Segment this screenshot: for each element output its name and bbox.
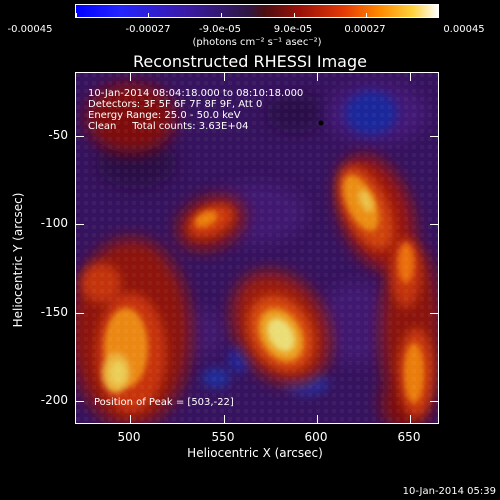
info-detectors: Detectors: 3F 5F 6F 7F 8F 9F, Att 0 [88, 99, 263, 110]
peak-position-text: Position of Peak = [503,-22] [94, 397, 234, 408]
y-tick-label: -100 [40, 216, 68, 230]
info-time-range: 10-Jan-2014 08:04:18.000 to 08:10:18.000 [88, 88, 304, 99]
colorbar-tick-label: 0.00027 [344, 24, 386, 35]
solar-image-plot: 10-Jan-2014 08:04:18.000 to 08:10:18.000… [75, 72, 439, 424]
colorbar-units: (photons cm⁻² s⁻¹ asec⁻²) [192, 37, 322, 48]
info-clean-counts: Clean Total counts: 3.63E+04 [88, 121, 249, 132]
y-axis-label: Heliocentric Y (arcsec) [11, 192, 25, 328]
colorbar [75, 4, 439, 18]
y-tick-label: -150 [40, 305, 68, 319]
x-tick-label: 650 [397, 430, 421, 444]
x-axis-label: Heliocentric X (arcsec) [187, 446, 323, 460]
colorbar-tick-label: 0.00045 [443, 24, 485, 35]
x-tick-label: 600 [304, 430, 328, 444]
info-energy-range: Energy Range: 25.0 - 50.0 keV [88, 110, 241, 121]
x-tick-label: 500 [117, 430, 141, 444]
colorbar-tick-label: -0.00045 [7, 24, 53, 35]
heatmap-image [76, 73, 438, 423]
plot-title: Reconstructed RHESSI Image [133, 52, 367, 71]
colorbar-tick-label: -0.00027 [125, 24, 171, 35]
x-tick-label: 550 [211, 430, 235, 444]
colorbar-tick-label: 9.0e-05 [273, 24, 313, 35]
y-tick-label: -200 [40, 393, 68, 407]
footer-timestamp: 10-Jan-2014 05:39 [402, 486, 496, 497]
y-tick-label: -50 [48, 128, 68, 142]
colorbar-tick-label: -9.0e-05 [199, 24, 241, 35]
